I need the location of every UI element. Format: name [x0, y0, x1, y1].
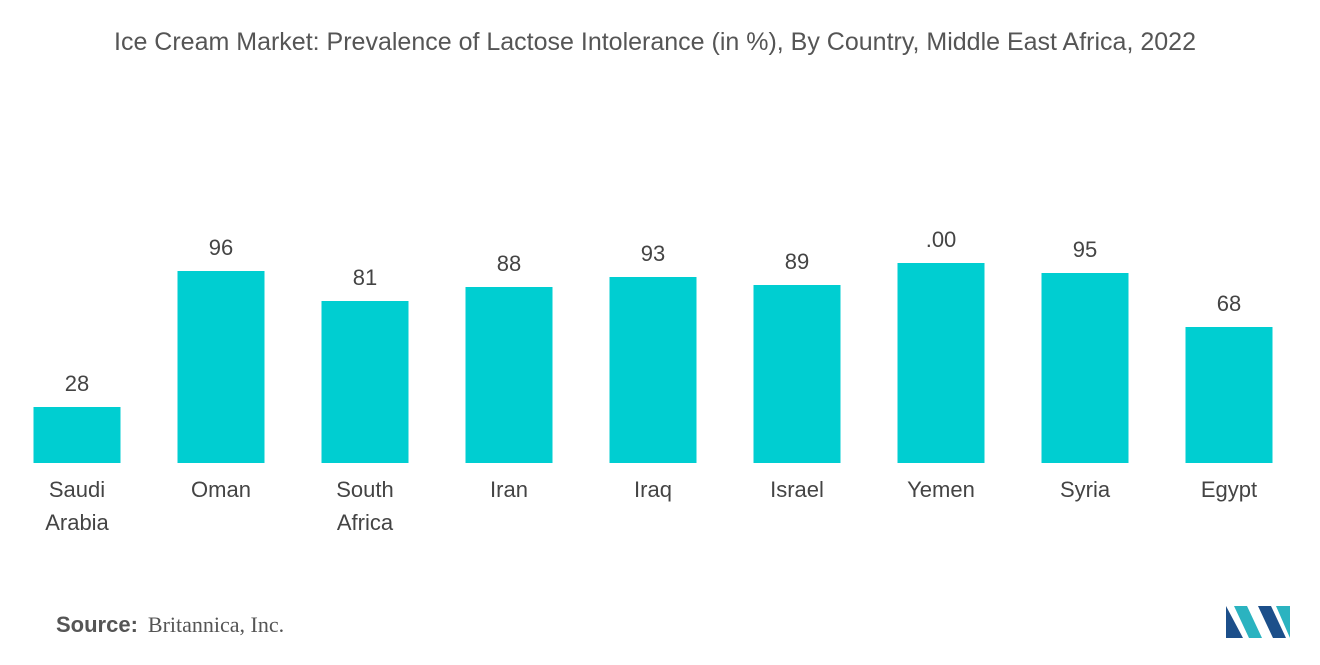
bar	[1041, 273, 1129, 463]
source-label: Source:	[56, 612, 138, 637]
value-label: 89	[784, 249, 810, 274]
value-label: 96	[208, 235, 234, 260]
value-label: 68	[1216, 291, 1242, 316]
bar	[1185, 327, 1273, 463]
bar	[177, 271, 265, 463]
bar	[321, 301, 409, 463]
x-tick-label: Israel	[770, 477, 824, 502]
chart-title: Ice Cream Market: Prevalence of Lactose …	[114, 28, 1196, 56]
x-tick-label: Iraq	[634, 477, 672, 502]
bar	[33, 407, 121, 463]
source-text: Britannica, Inc.	[147, 612, 285, 637]
x-tick-label: South Africa	[336, 477, 394, 535]
source: Source: Britannica, Inc.	[56, 612, 284, 638]
value-label: .00	[925, 227, 957, 252]
value-label: 93	[640, 241, 666, 266]
x-tick-label: Oman	[191, 477, 251, 502]
x-tick-label: Egypt	[1200, 477, 1258, 502]
value-label: 88	[496, 251, 522, 276]
bar	[897, 263, 985, 463]
x-tick-label: Iran	[490, 477, 528, 502]
x-tick-label: Saudi Arabia	[45, 477, 109, 535]
logo	[1226, 606, 1290, 638]
bar	[609, 277, 697, 463]
x-tick-label: Syria	[1059, 477, 1111, 502]
bar	[465, 287, 553, 463]
value-label: 81	[352, 265, 378, 290]
bar	[753, 285, 841, 463]
x-tick-label: Yemen	[907, 477, 975, 502]
value-label: 28	[64, 371, 90, 396]
value-label: 95	[1072, 237, 1098, 262]
